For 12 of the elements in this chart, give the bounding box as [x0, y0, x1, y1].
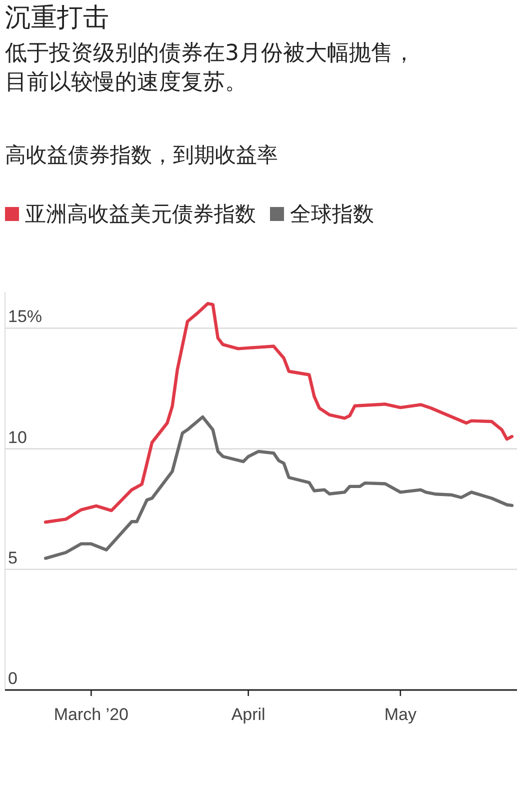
y-tick-label: 5	[8, 548, 18, 568]
y-tick-label: 10	[8, 428, 27, 447]
y-tick-label: 0	[8, 669, 18, 688]
x-tick-label: May	[384, 705, 417, 724]
y-tick-label: 15%	[8, 307, 42, 326]
chart-title: 沉重打击	[5, 2, 110, 35]
x-tick-label: March ’20	[54, 705, 128, 724]
chart-subtitle: 低于投资级别的债券在3月份被大幅抛售，目前以较慢的速度复苏。	[5, 40, 416, 97]
legend-label: 亚洲高收益美元债券指数	[25, 202, 256, 226]
text: 高收益债券指数，到期收益率	[5, 142, 279, 169]
x-tick-label: April	[231, 705, 266, 724]
legend-label: 全球指数	[290, 202, 374, 226]
